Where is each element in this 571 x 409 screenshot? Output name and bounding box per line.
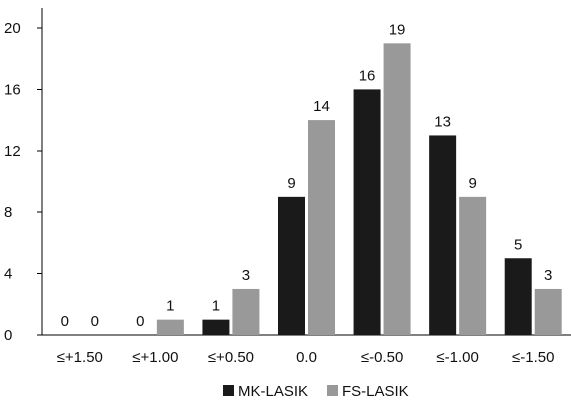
bar-fs-lasik xyxy=(383,43,411,335)
x-tick-label: ≤-0.50 xyxy=(361,349,403,366)
x-tick-label: ≤-1.00 xyxy=(436,349,478,366)
data-label: 0 xyxy=(136,313,144,330)
data-label: 0 xyxy=(91,313,99,330)
data-label: 0 xyxy=(61,313,69,330)
legend-swatch xyxy=(327,385,338,396)
bar-mk-lasik xyxy=(504,258,532,335)
bar-fs-lasik xyxy=(232,288,260,335)
data-label: 1 xyxy=(166,298,174,315)
y-tick-label: 8 xyxy=(4,204,12,221)
data-label: 1 xyxy=(212,298,220,315)
bar-mk-lasik xyxy=(278,196,305,335)
data-label: 3 xyxy=(242,267,250,284)
y-tick-label: 20 xyxy=(4,20,21,37)
data-label: 9 xyxy=(287,175,295,192)
y-axis: 0 4 8 12 16 20 xyxy=(4,8,43,344)
bar-fs-lasik xyxy=(308,120,335,335)
y-tick-label: 0 xyxy=(4,327,12,344)
legend: MK-LASIK FS-LASIK xyxy=(223,383,409,400)
x-tick-label: ≤-1.50 xyxy=(512,349,554,366)
x-tick-label: 0.0 xyxy=(296,349,317,366)
bar-mk-lasik xyxy=(202,319,230,335)
bars xyxy=(156,43,562,336)
legend-swatch xyxy=(223,385,234,396)
legend-label: FS-LASIK xyxy=(342,383,409,400)
data-label: 19 xyxy=(389,21,406,38)
x-tick-label: ≤+0.50 xyxy=(208,349,254,366)
y-tick-label: 12 xyxy=(4,143,21,160)
x-tick-label: ≤+1.50 xyxy=(57,349,103,366)
data-label: 13 xyxy=(434,113,451,130)
data-label: 3 xyxy=(544,267,552,284)
data-label: 14 xyxy=(313,98,330,115)
bar-mk-lasik xyxy=(353,89,381,336)
x-axis: ≤+1.50 ≤+1.00 ≤+0.50 0.0 ≤-0.50 ≤-1.00 ≤-1.50 xyxy=(42,334,571,366)
y-tick-label: 4 xyxy=(4,266,12,283)
data-label: 5 xyxy=(514,236,522,253)
bar-fs-lasik xyxy=(156,319,184,335)
x-tick-label: ≤+1.00 xyxy=(132,349,178,366)
y-tick-label: 16 xyxy=(4,81,21,98)
bar-fs-lasik xyxy=(534,288,562,335)
data-label: 9 xyxy=(468,175,476,192)
data-label: 16 xyxy=(359,67,376,84)
legend-label: MK-LASIK xyxy=(238,383,308,400)
bar-mk-lasik xyxy=(429,135,457,335)
bar-fs-lasik xyxy=(459,196,487,335)
